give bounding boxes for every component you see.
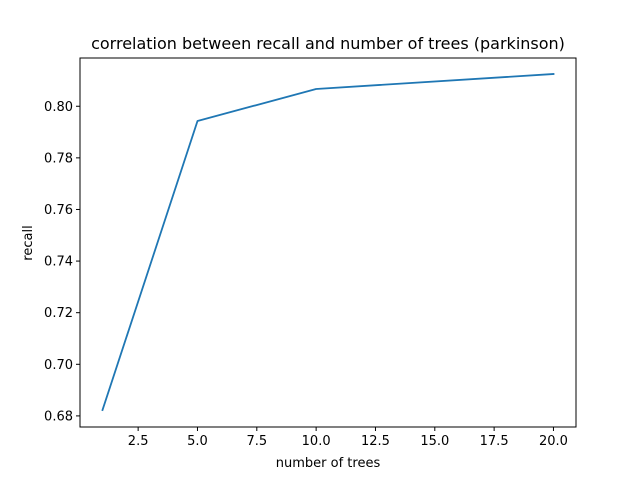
axis-ticks: 2.5 5.0 7.5 10.0 12.5 15.0 17.5 20.0 0.68 0.70 0.7…	[44, 100, 568, 449]
x-tick-label: 15.0	[420, 434, 449, 449]
x-tick-label: 12.5	[361, 434, 390, 449]
plot-frame	[79, 57, 577, 428]
y-tick-label: 0.78	[44, 151, 73, 166]
chart-title: correlation between recall and number of…	[91, 34, 565, 53]
y-axis-label: recall	[21, 225, 36, 260]
y-tick-label: 0.80	[44, 100, 73, 115]
y-tick-label: 0.74	[44, 255, 73, 270]
y-tick-label: 0.72	[44, 306, 73, 321]
y-tick-label: 0.76	[44, 203, 73, 218]
y-tick-label: 0.70	[44, 358, 73, 373]
x-tick-label: 2.5	[128, 434, 149, 449]
x-tick-label: 20.0	[539, 434, 568, 449]
y-tick-label: 0.68	[44, 409, 73, 424]
recall-line	[101, 73, 555, 412]
x-tick-label: 10.0	[302, 434, 331, 449]
x-tick-label: 7.5	[246, 434, 267, 449]
x-tick-label: 17.5	[480, 434, 509, 449]
plot-area	[80, 58, 576, 427]
x-axis-label: number of trees	[276, 456, 381, 471]
x-tick-label: 5.0	[187, 434, 208, 449]
